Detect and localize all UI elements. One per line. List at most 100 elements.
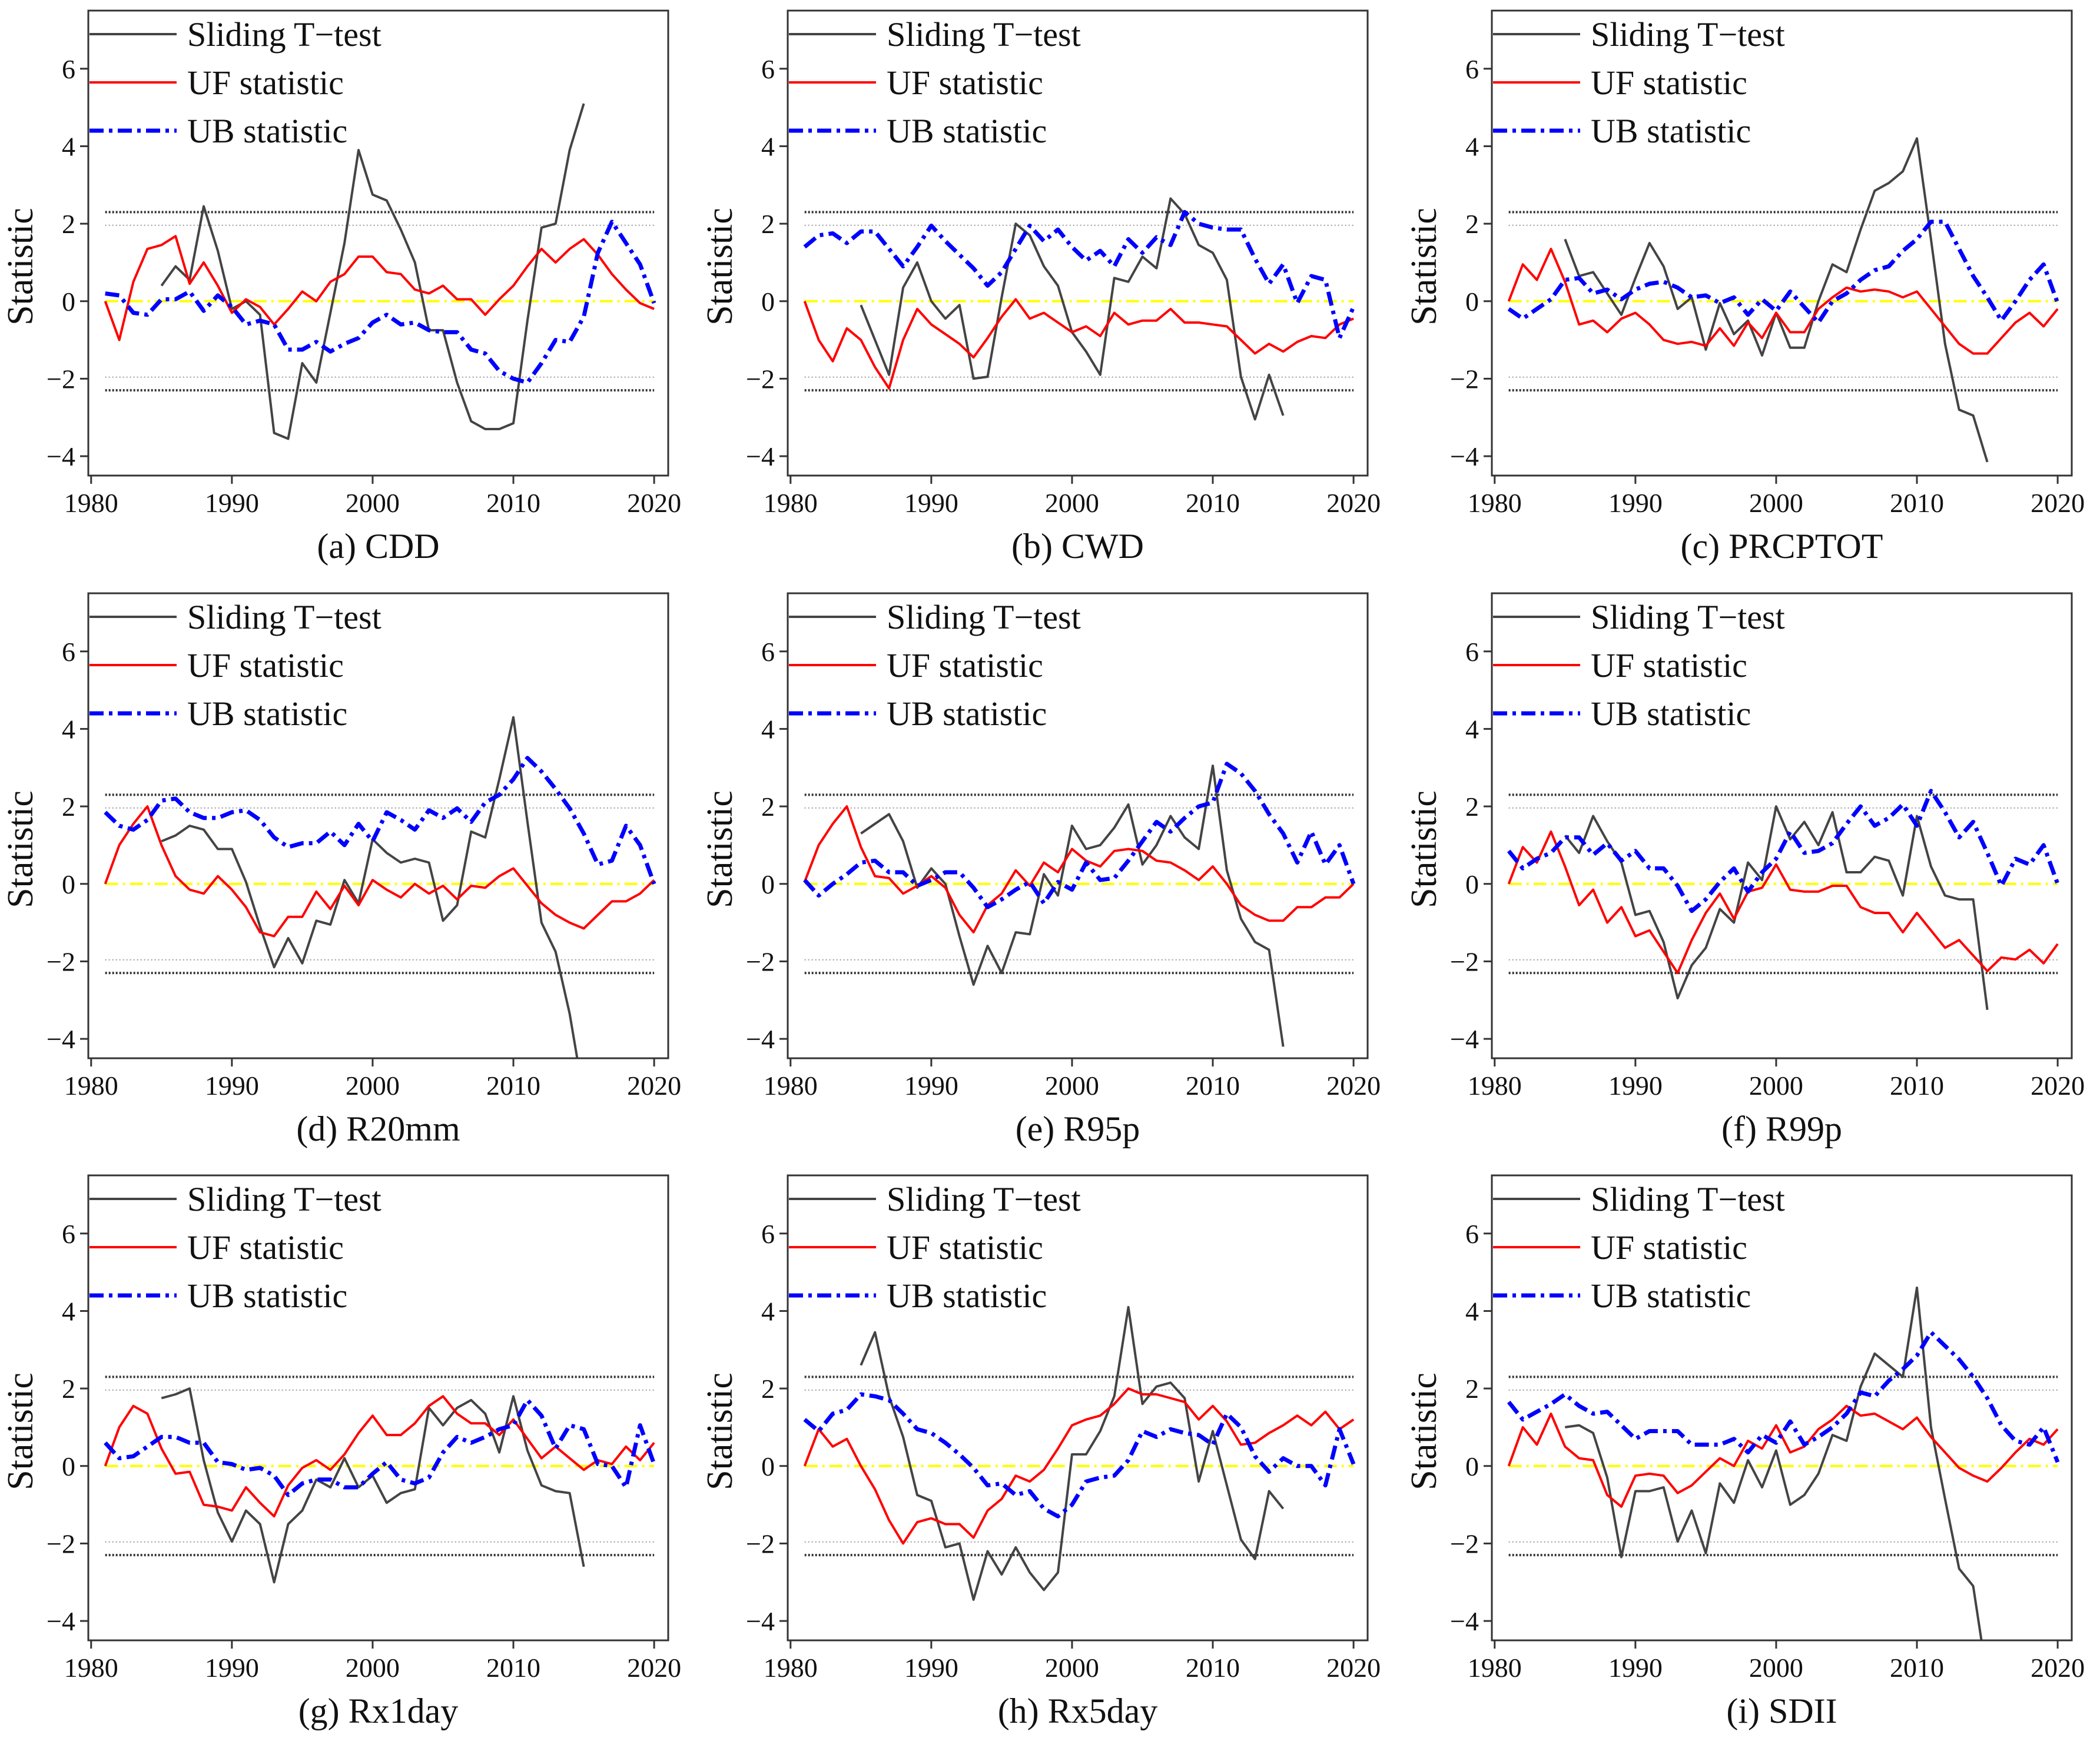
y-axis-label: Statistic xyxy=(1404,790,1444,908)
x-tick-label: 2010 xyxy=(1186,1653,1240,1683)
y-tick-label: 4 xyxy=(1465,1296,1479,1326)
subplot-title: (f) R99p xyxy=(1721,1109,1842,1148)
y-tick-label: −4 xyxy=(746,1606,775,1636)
legend-label: Sliding T−test xyxy=(187,15,381,54)
x-tick-label: 2020 xyxy=(2031,1653,2085,1683)
plot-frame xyxy=(787,592,1369,1059)
x-tick-label: 2010 xyxy=(1890,1071,1944,1101)
series-ub-statistic xyxy=(1507,1330,2060,1463)
subplot-i: 1980 1990 2000 2010 2020 −4 −2 0 2 4 6 Statistic (i)… xyxy=(1404,1174,2085,1730)
legend-label: UB statistic xyxy=(1591,112,1751,150)
x-tick-label: 1990 xyxy=(904,1653,958,1683)
y-axis-label: Statistic xyxy=(1404,208,1444,325)
x-tick-label: 1980 xyxy=(64,1653,118,1683)
series-sliding-t-test xyxy=(1564,805,1989,1010)
x-tick-label: 1990 xyxy=(205,1653,259,1683)
x-tick-label: 2000 xyxy=(1749,488,1803,518)
legend: Sliding T−test UF statistic UB statistic xyxy=(1493,1180,1785,1315)
x-tick-label: 2010 xyxy=(1890,488,1944,518)
y-tick-label: −2 xyxy=(47,946,75,976)
subplot-b: 1980 1990 2000 2010 2020 −4 −2 0 2 4 6 Statistic (b)… xyxy=(700,9,1381,566)
x-tick-label: 2000 xyxy=(1045,1653,1099,1683)
legend-label: UF statistic xyxy=(1591,1228,1747,1267)
x-tick-label: 2020 xyxy=(1326,1653,1381,1683)
legend-label: Sliding T−test xyxy=(1591,598,1785,636)
x-tick-label: 1980 xyxy=(64,488,118,518)
legend-label: UF statistic xyxy=(1591,64,1747,102)
series-ub-statistic xyxy=(1507,220,2060,325)
y-axis-label: Statistic xyxy=(700,790,740,908)
legend-label: Sliding T−test xyxy=(187,1180,381,1218)
y-tick-label: 2 xyxy=(1465,1374,1479,1404)
y-tick-label: −2 xyxy=(746,364,775,394)
subplot-title: (a) CDD xyxy=(317,527,439,566)
x-tick-label: 2010 xyxy=(486,488,540,518)
y-tick-label: 0 xyxy=(62,287,75,317)
y-tick-label: −4 xyxy=(1450,1606,1479,1636)
y-tick-label: 4 xyxy=(62,131,75,161)
x-tick-label: 1990 xyxy=(205,488,259,518)
series-uf-statistic xyxy=(803,805,1355,933)
x-tick-label: 2010 xyxy=(1890,1653,1944,1683)
y-tick-label: 2 xyxy=(62,1374,75,1404)
y-tick-label: 2 xyxy=(1465,209,1479,239)
legend-label: Sliding T−test xyxy=(187,598,381,636)
x-tick-label: 1980 xyxy=(1468,1071,1522,1101)
series-sliding-t-test xyxy=(860,1305,1285,1601)
x-tick-label: 2020 xyxy=(627,1653,681,1683)
plot-frame xyxy=(87,9,669,477)
legend-label: Sliding T−test xyxy=(887,15,1081,54)
y-tick-label: −4 xyxy=(1450,1024,1479,1054)
series-ub-statistic xyxy=(803,1392,1356,1519)
y-tick-label: 4 xyxy=(761,1296,775,1326)
y-tick-label: 2 xyxy=(62,792,75,822)
legend-label: UF statistic xyxy=(887,646,1043,685)
legend: Sliding T−test UF statistic UB statistic xyxy=(1493,15,1785,150)
legend: Sliding T−test UF statistic UB statistic xyxy=(89,598,381,733)
plot-frame xyxy=(87,1174,669,1642)
plot-frame xyxy=(1491,592,2073,1059)
series-uf-statistic xyxy=(104,805,655,938)
y-tick-label: 0 xyxy=(761,869,775,899)
series-ub-statistic xyxy=(105,220,656,385)
legend: Sliding T−test UF statistic UB statistic xyxy=(789,1180,1081,1315)
legend-label: UF statistic xyxy=(1591,646,1747,685)
x-tick-label: 2000 xyxy=(346,1071,400,1101)
x-tick-label: 2020 xyxy=(2031,488,2085,518)
x-tick-label: 2000 xyxy=(346,488,400,518)
y-tick-label: 6 xyxy=(1465,637,1479,667)
y-tick-label: 4 xyxy=(62,714,75,744)
y-tick-label: −2 xyxy=(746,1529,775,1559)
y-tick-label: −2 xyxy=(1450,364,1479,394)
subplot-f: 1980 1990 2000 2010 2020 −4 −2 0 2 4 6 Statistic (f)… xyxy=(1404,592,2085,1148)
y-tick-label: 6 xyxy=(761,1219,775,1249)
y-axis-label: Statistic xyxy=(1,1373,41,1490)
legend-label: UB statistic xyxy=(887,695,1047,733)
y-tick-label: 2 xyxy=(761,792,775,822)
y-tick-label: 6 xyxy=(62,1219,75,1249)
series-uf-statistic xyxy=(1507,830,2059,975)
subplot-h: 1980 1990 2000 2010 2020 −4 −2 0 2 4 6 Statistic (h)… xyxy=(700,1174,1381,1730)
legend-label: UB statistic xyxy=(887,1277,1047,1315)
y-tick-label: −4 xyxy=(1450,441,1479,471)
x-tick-label: 1990 xyxy=(1608,1653,1663,1683)
series-sliding-t-test xyxy=(860,197,1285,421)
y-axis-label: Statistic xyxy=(1,208,41,325)
legend-label: UF statistic xyxy=(187,1228,344,1267)
x-tick-label: 1990 xyxy=(904,488,958,518)
y-tick-label: 0 xyxy=(1465,869,1479,899)
y-tick-label: −2 xyxy=(47,364,75,394)
y-tick-label: 4 xyxy=(62,1296,75,1326)
y-tick-label: 6 xyxy=(1465,1219,1479,1249)
x-tick-label: 1980 xyxy=(64,1071,118,1101)
series-ub-statistic xyxy=(803,210,1356,340)
y-tick-label: 2 xyxy=(761,209,775,239)
x-tick-label: 1980 xyxy=(1468,488,1522,518)
legend-label: UB statistic xyxy=(187,1277,347,1315)
x-tick-label: 2000 xyxy=(1749,1653,1803,1683)
x-tick-label: 2020 xyxy=(627,1071,681,1101)
y-tick-label: 6 xyxy=(62,54,75,84)
y-tick-label: 0 xyxy=(1465,1451,1479,1481)
series-ub-statistic xyxy=(803,762,1356,909)
series-sliding-t-test xyxy=(161,716,579,1058)
